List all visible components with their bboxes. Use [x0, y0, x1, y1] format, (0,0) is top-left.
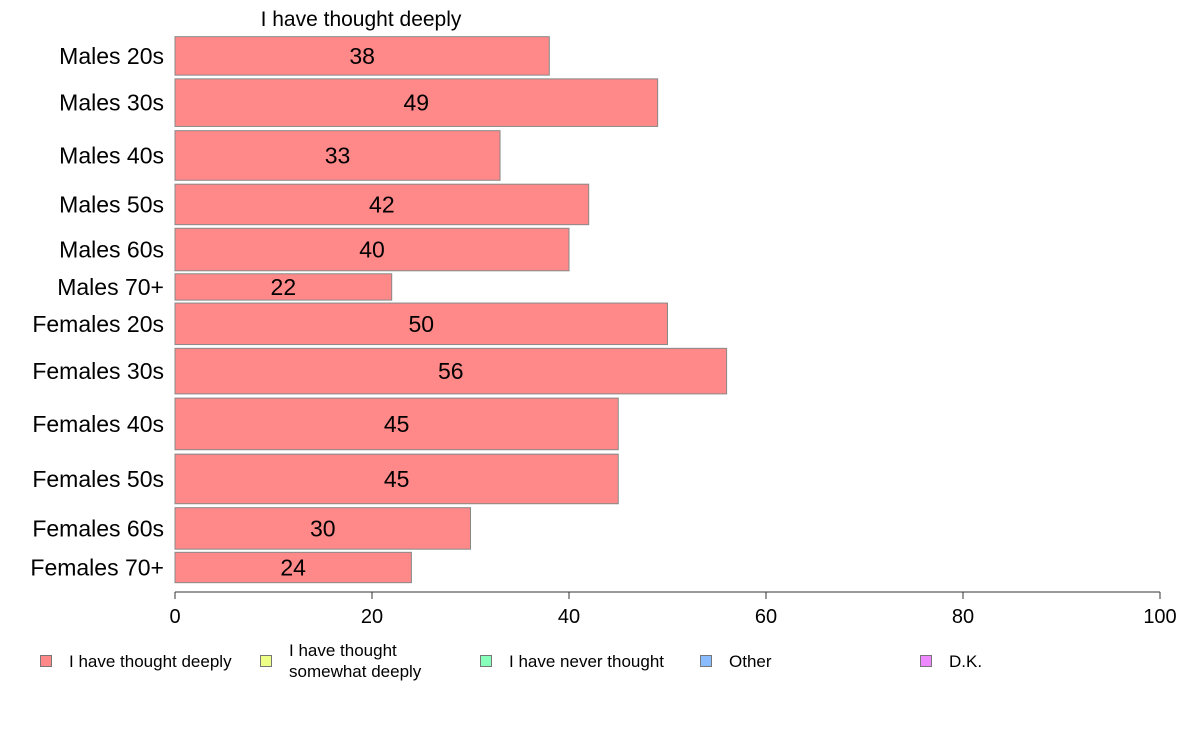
x-tick-label: 80 [952, 606, 974, 628]
legend-label: Other [729, 651, 772, 671]
bar [174, 130, 501, 181]
category-label: Males 70+ [57, 274, 164, 300]
bar [174, 397, 619, 451]
x-tick-label: 0 [169, 606, 180, 628]
legend-label: I have thought deeply [69, 651, 232, 671]
category-label: Females 20s [32, 311, 164, 337]
bar-value-label: 33 [325, 142, 351, 168]
category-label: Males 20s [59, 43, 164, 69]
legend-swatch [700, 655, 712, 667]
category-label: Males 60s [59, 237, 164, 263]
legend-swatch [480, 655, 492, 667]
bar-value-label: 56 [438, 358, 464, 384]
bar [174, 551, 412, 584]
legend-swatch [260, 655, 272, 667]
category-label: Males 50s [59, 191, 164, 217]
bar [174, 347, 728, 395]
legend-swatch [920, 655, 932, 667]
bars-group: 38 Males 20s 49 Males 30s 33 Males 40s 42 Males… [30, 36, 728, 584]
bar [174, 507, 471, 550]
bar-value-label: 38 [349, 43, 375, 69]
bar [174, 227, 570, 272]
bar-value-label: 22 [271, 274, 297, 300]
bar [174, 302, 668, 346]
category-label: Males 40s [59, 142, 164, 168]
category-label: Males 30s [59, 90, 164, 116]
bar-value-label: 42 [369, 191, 395, 217]
bar [174, 453, 619, 505]
x-tick-label: 60 [755, 606, 777, 628]
legend-label: I have thought somewhat deeply [289, 641, 422, 681]
bar-value-label: 50 [408, 311, 434, 337]
bar [174, 36, 550, 76]
x-axis: 0 20 40 60 80 100 [169, 591, 1177, 628]
category-label: Females 30s [32, 358, 164, 384]
category-label: Females 70+ [30, 554, 164, 580]
chart-title: I have thought deeply [261, 8, 462, 31]
category-label: Females 60s [32, 515, 164, 541]
bar-value-label: 49 [404, 90, 430, 116]
bar [174, 273, 393, 301]
x-tick-label: 20 [361, 606, 383, 628]
bar-value-label: 24 [280, 554, 306, 580]
bar-value-label: 40 [359, 237, 385, 263]
bar-value-label: 45 [384, 411, 410, 437]
legend-label: I have never thought [509, 651, 665, 671]
bar [174, 78, 659, 127]
category-label: Females 40s [32, 411, 164, 437]
bar [174, 183, 590, 226]
x-tick-label: 100 [1143, 606, 1176, 628]
bar-value-label: 45 [384, 466, 410, 492]
bar-value-label: 30 [310, 515, 336, 541]
category-label: Females 50s [32, 466, 164, 492]
legend-label: D.K. [949, 651, 983, 671]
legend-swatch [40, 655, 52, 667]
x-tick-label: 40 [558, 606, 580, 628]
